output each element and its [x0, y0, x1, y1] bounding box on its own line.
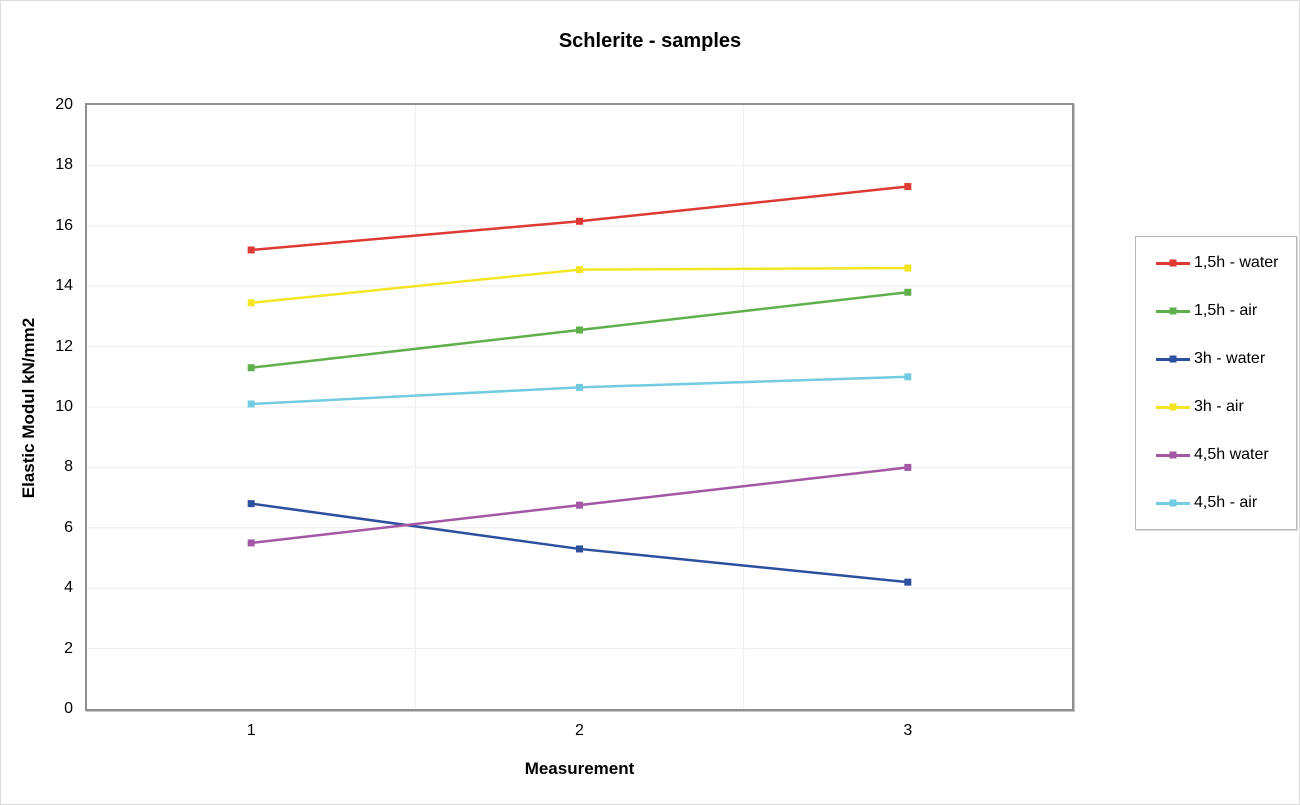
series-line: [250, 502, 908, 584]
data-point-marker: [247, 500, 255, 508]
x-tick-label: 1: [246, 722, 256, 739]
data-point-marker: [247, 539, 255, 547]
legend-marker-icon: [1169, 307, 1177, 315]
x-axis-title: Measurement: [524, 759, 635, 778]
y-tick-label: 10: [55, 398, 73, 415]
data-point-marker: [576, 266, 583, 274]
legend-line-sample: [1156, 355, 1190, 363]
y-tick-label: 20: [55, 96, 73, 113]
y-tick-label: 2: [64, 639, 73, 657]
chart-title: Schlerite - samples: [558, 30, 742, 52]
legend-line-sample: [1156, 403, 1190, 411]
data-point-marker: [247, 299, 255, 307]
legend-item-label: 3h - air: [1194, 398, 1244, 415]
y-tick-label: 6: [64, 518, 73, 536]
legend-line-sample: [1156, 307, 1190, 315]
data-point-marker: [904, 183, 912, 191]
legend-line-sample: [1156, 451, 1190, 459]
y-tick-label: 8: [64, 458, 73, 476]
x-tick-label: 2: [575, 722, 584, 739]
data-point-marker: [576, 545, 583, 553]
data-point-marker: [904, 463, 912, 471]
legend-item-label: 4,5h water: [1194, 446, 1269, 463]
legend: 1,5h - water 1,5h - air 3h - water 3h - air…: [1135, 236, 1297, 530]
legend-marker-icon: [1169, 403, 1177, 411]
plot-svg: [87, 105, 1072, 709]
data-point-marker: [576, 217, 583, 225]
data-point-marker: [247, 246, 255, 254]
data-point-marker: [247, 364, 255, 372]
y-tick-label: 14: [55, 277, 73, 295]
legend-marker-icon: [1169, 259, 1177, 267]
y-tick-label: 18: [55, 156, 73, 174]
legend-line-sample: [1156, 259, 1190, 267]
y-tick-label: 16: [55, 216, 73, 234]
y-tick-label: 0: [64, 700, 73, 717]
data-point-marker: [576, 383, 583, 391]
data-point-marker: [904, 578, 912, 586]
legend-item: 3h - air: [1136, 383, 1296, 431]
legend-marker-icon: [1169, 355, 1177, 363]
legend-item-label: 3h - water: [1194, 350, 1266, 367]
plot-area: [85, 103, 1074, 711]
data-point-marker: [576, 501, 583, 509]
legend-item: 1,5h - air: [1136, 287, 1296, 335]
y-tick-label: 12: [55, 337, 73, 355]
series-line: [251, 266, 908, 305]
x-tick-label: 3: [903, 722, 913, 739]
data-point-marker: [247, 400, 255, 408]
legend-line-sample: [1156, 499, 1190, 507]
legend-marker-icon: [1169, 451, 1177, 459]
legend-marker-icon: [1169, 499, 1177, 507]
y-tick-label: 4: [64, 579, 73, 597]
data-point-marker: [904, 264, 912, 272]
legend-item: 1,5h - water: [1136, 239, 1296, 287]
legend-item-label: 4,5h - air: [1194, 494, 1258, 511]
data-point-marker: [904, 288, 912, 296]
data-point-marker: [904, 373, 912, 381]
legend-item-label: 1,5h - water: [1194, 254, 1279, 271]
legend-item: 3h - water: [1136, 335, 1296, 383]
data-point-marker: [576, 326, 583, 334]
legend-item: 4,5h - air: [1136, 479, 1296, 527]
legend-item: 4,5h water: [1136, 431, 1296, 479]
legend-item-label: 1,5h - air: [1194, 302, 1258, 319]
